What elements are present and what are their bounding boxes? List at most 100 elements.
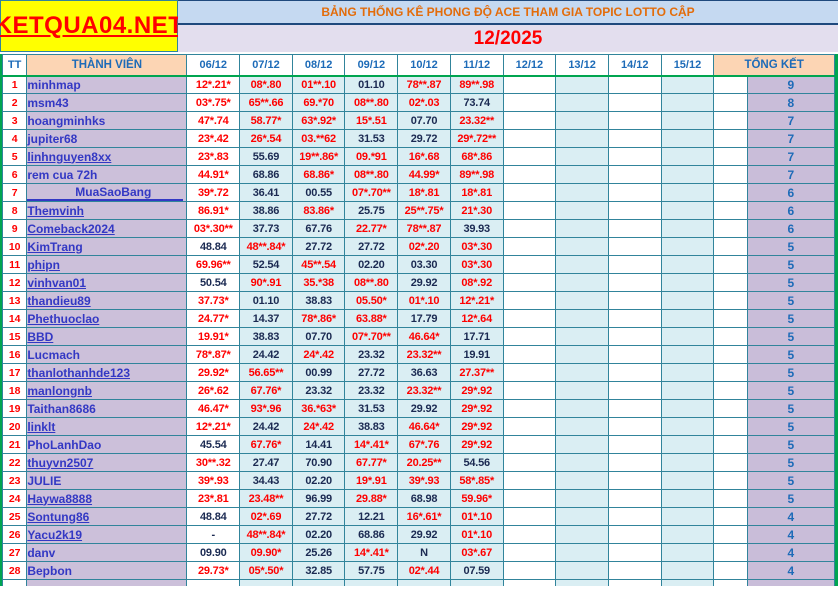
- score-cell[interactable]: 07.59: [449, 561, 504, 580]
- member-name-cell[interactable]: JULIE: [26, 471, 188, 490]
- total-score[interactable]: 5: [746, 273, 836, 292]
- score-cell[interactable]: -: [186, 525, 241, 544]
- score-cell[interactable]: 44.99*: [397, 165, 451, 184]
- column-header-date[interactable]: 11/12: [449, 54, 504, 77]
- score-cell[interactable]: 27.72: [291, 237, 346, 256]
- row-number[interactable]: 15: [1, 327, 28, 346]
- member-name-cell[interactable]: vinhvan01: [26, 273, 188, 292]
- score-cell[interactable]: 02.20: [291, 471, 346, 490]
- row-number[interactable]: 18: [1, 381, 28, 400]
- score-cell[interactable]: 24.42: [239, 345, 293, 364]
- empty-cell[interactable]: [660, 561, 715, 580]
- score-cell[interactable]: 03*.30: [449, 237, 504, 256]
- score-cell[interactable]: 03*.30: [449, 255, 504, 274]
- score-cell[interactable]: 02*.03: [397, 93, 451, 112]
- score-cell[interactable]: 01*.10: [449, 507, 504, 526]
- member-name-cell[interactable]: Bepbon: [26, 561, 188, 580]
- score-cell[interactable]: 38.83: [344, 417, 399, 436]
- empty-cell[interactable]: [607, 237, 662, 256]
- score-cell[interactable]: 63*.92*: [291, 111, 346, 130]
- empty-cell[interactable]: [555, 219, 609, 238]
- column-header-date[interactable]: 07/12: [239, 54, 293, 77]
- member-name[interactable]: Phethuoclao: [27, 311, 100, 326]
- score-cell[interactable]: 18*.81: [397, 183, 451, 202]
- score-cell[interactable]: 07.70: [291, 327, 346, 346]
- score-cell[interactable]: 38.83: [291, 291, 346, 310]
- member-name[interactable]: phipn: [27, 257, 60, 272]
- score-cell[interactable]: 17.79: [397, 309, 451, 328]
- score-cell[interactable]: 68*.86: [449, 147, 504, 166]
- member-name[interactable]: thuyvn2507: [27, 455, 94, 470]
- score-cell[interactable]: 46.64*: [397, 327, 451, 346]
- score-cell[interactable]: 36.41: [239, 183, 293, 202]
- score-cell[interactable]: 45**.54: [291, 255, 346, 274]
- empty-cell[interactable]: [660, 309, 715, 328]
- empty-cell[interactable]: [607, 147, 662, 166]
- score-cell[interactable]: 23*.81: [186, 489, 241, 508]
- total-score[interactable]: 4: [746, 561, 836, 580]
- empty-cell[interactable]: [502, 237, 557, 256]
- score-cell[interactable]: 70.90: [291, 453, 346, 472]
- empty-cell[interactable]: [502, 327, 557, 346]
- row-number[interactable]: 8: [1, 201, 28, 220]
- score-cell[interactable]: 14*.41*: [344, 435, 399, 454]
- score-cell[interactable]: 29.92: [397, 399, 451, 418]
- score-cell[interactable]: 12.21: [344, 507, 399, 526]
- empty-cell[interactable]: [502, 525, 557, 544]
- total-score[interactable]: 6: [746, 183, 836, 202]
- score-cell[interactable]: 58.77*: [239, 111, 293, 130]
- empty-cell[interactable]: [555, 201, 609, 220]
- empty-cell[interactable]: [502, 507, 557, 526]
- score-cell[interactable]: 68.98: [397, 489, 451, 508]
- empty-cell[interactable]: [555, 183, 609, 202]
- score-cell[interactable]: 63.88*: [344, 309, 399, 328]
- empty-cell[interactable]: [555, 489, 609, 508]
- member-name-cell[interactable]: Sontung86: [26, 507, 188, 526]
- member-name[interactable]: Sontung86: [27, 509, 90, 524]
- member-name-cell[interactable]: MuaSaoBang: [26, 183, 188, 202]
- score-cell[interactable]: 24*.42: [291, 345, 346, 364]
- total-score[interactable]: 6: [746, 219, 836, 238]
- score-cell[interactable]: 86.91*: [186, 201, 241, 220]
- total-score[interactable]: 4: [746, 525, 836, 544]
- empty-cell[interactable]: [607, 435, 662, 454]
- score-cell[interactable]: 31.53: [344, 399, 399, 418]
- score-cell[interactable]: 00.99: [291, 363, 346, 382]
- row-number[interactable]: 2: [1, 93, 28, 112]
- score-cell[interactable]: 78*.86*: [291, 309, 346, 328]
- score-cell[interactable]: 54.56: [449, 453, 504, 472]
- score-cell[interactable]: 26*.54: [239, 129, 293, 148]
- total-score[interactable]: 7: [746, 165, 836, 184]
- empty-cell[interactable]: [660, 75, 715, 94]
- score-cell[interactable]: 69.96**: [186, 255, 241, 274]
- empty-cell[interactable]: [502, 309, 557, 328]
- score-cell[interactable]: 27.72: [344, 363, 399, 382]
- score-cell[interactable]: 18*.81: [449, 183, 504, 202]
- member-name-cell[interactable]: jupiter68: [26, 129, 188, 148]
- empty-cell[interactable]: [502, 165, 557, 184]
- total-score[interactable]: 7: [746, 129, 836, 148]
- total-score[interactable]: 7: [746, 111, 836, 130]
- score-cell[interactable]: 27.47: [239, 453, 293, 472]
- total-score[interactable]: 5: [746, 363, 836, 382]
- score-cell[interactable]: 29.92: [397, 525, 451, 544]
- score-cell[interactable]: 12*.21*: [186, 417, 241, 436]
- empty-cell[interactable]: [555, 561, 609, 580]
- total-score[interactable]: 5: [746, 309, 836, 328]
- score-cell[interactable]: 16*.61*: [397, 507, 451, 526]
- empty-cell[interactable]: [660, 93, 715, 112]
- row-number[interactable]: 19: [1, 399, 28, 418]
- member-name-cell[interactable]: Lucmach: [26, 345, 188, 364]
- total-score[interactable]: 7: [746, 147, 836, 166]
- score-cell[interactable]: 83.86*: [291, 201, 346, 220]
- column-header-date[interactable]: 06/12: [186, 54, 241, 77]
- score-cell[interactable]: 09.90: [186, 543, 241, 562]
- score-cell[interactable]: 38.86: [239, 201, 293, 220]
- empty-cell[interactable]: [502, 291, 557, 310]
- score-cell[interactable]: 78**.87: [397, 75, 451, 94]
- score-cell[interactable]: 07*.70**: [344, 183, 399, 202]
- score-cell[interactable]: 19*.91: [344, 471, 399, 490]
- empty-cell[interactable]: [607, 507, 662, 526]
- empty-cell[interactable]: [502, 183, 557, 202]
- score-cell[interactable]: 03*.30**: [186, 219, 241, 238]
